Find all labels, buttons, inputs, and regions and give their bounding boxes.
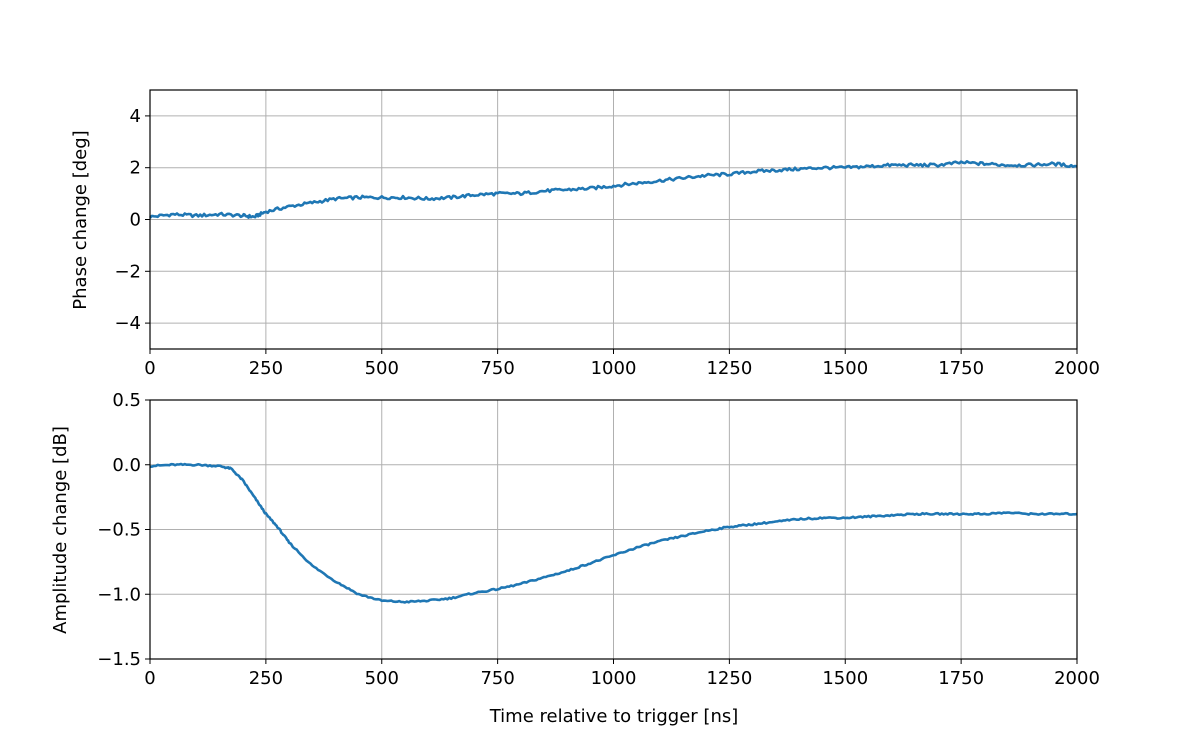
phase-x-tick-label: 0 [144, 358, 155, 379]
phase-ylabel: Phase change [deg] [70, 130, 91, 309]
phase-x-tick-label: 1500 [822, 358, 868, 379]
phase-series-line [149, 160, 1078, 219]
amplitude-series-line [149, 462, 1078, 604]
amplitude-y-tick-label: 0.5 [112, 390, 141, 411]
phase-x-tick-label: 2000 [1054, 358, 1100, 379]
amplitude-y-tick-label: −0.5 [97, 520, 141, 541]
phase-y-tick-label: 0 [130, 210, 141, 231]
amplitude-x-tick-label: 2000 [1054, 668, 1100, 689]
amplitude-x-tick-label: 1750 [938, 668, 984, 689]
phase-x-tick-label: 250 [249, 358, 283, 379]
amplitude-x-tick-label: 750 [480, 668, 514, 689]
phase-y-tick-label: 2 [130, 158, 141, 179]
amplitude-change-panel: Amplitude change [dB] Time relative to t… [50, 390, 1100, 727]
amplitude-y-tick-label: −1.0 [97, 584, 141, 605]
phase-x-tick-label: 1000 [591, 358, 637, 379]
phase-x-tick-label: 750 [480, 358, 514, 379]
shared-xlabel: Time relative to trigger [ns] [489, 706, 739, 727]
amplitude-x-tick-label: 1250 [706, 668, 752, 689]
amplitude-x-tick-label: 250 [249, 668, 283, 689]
phase-y-tick-label: −2 [114, 261, 141, 282]
amplitude-x-tick-label: 1500 [822, 668, 868, 689]
phase-y-tick-label: −4 [114, 313, 141, 334]
amplitude-y-tick-label: −1.5 [97, 649, 141, 670]
phase-x-tick-label: 1250 [706, 358, 752, 379]
amplitude-x-tick-label: 500 [365, 668, 399, 689]
phase-y-tick-label: 4 [130, 106, 141, 127]
phase-change-panel: Phase change [deg] 0 250 500 750 1000 1250 150… [70, 89, 1100, 379]
phase-x-tick-label: 500 [365, 358, 399, 379]
amplitude-y-tick-label: 0.0 [112, 455, 141, 476]
amplitude-ylabel: Amplitude change [dB] [50, 426, 71, 634]
phase-x-tick-label: 1750 [938, 358, 984, 379]
amplitude-x-tick-label: 0 [144, 668, 155, 689]
amplitude-x-tick-label: 1000 [591, 668, 637, 689]
